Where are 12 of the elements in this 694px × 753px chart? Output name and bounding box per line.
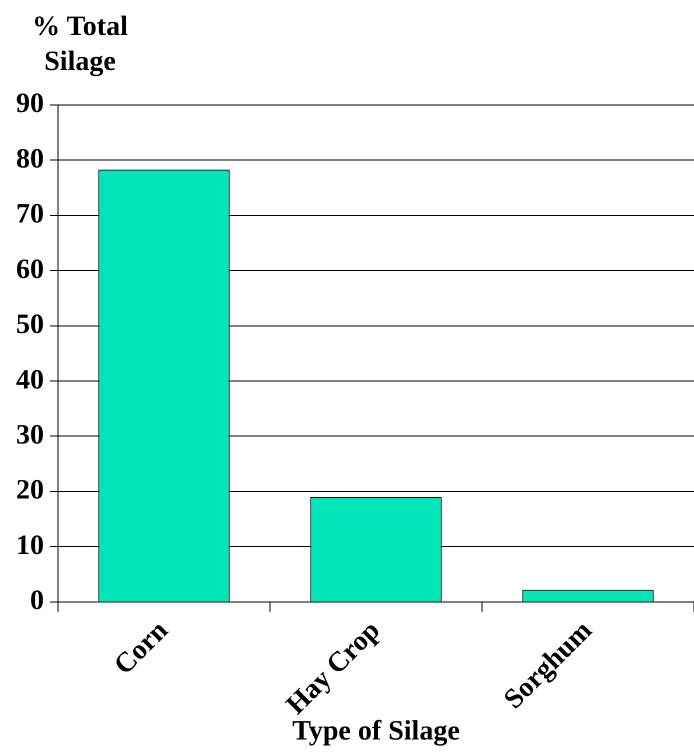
x-tick-label: Corn (108, 614, 174, 681)
y-tick-label: 90 (16, 88, 44, 120)
y-axis-title: % Total Silage (32, 11, 128, 77)
y-tick-label: 50 (16, 309, 44, 340)
y-tick-label: 70 (16, 198, 44, 230)
y-tick-label: 20 (16, 474, 44, 506)
y-tick-label: 80 (16, 143, 44, 174)
y-tick-label: 60 (16, 254, 44, 285)
y-tick-label: 0 (30, 585, 44, 616)
y-tick-label: 30 (16, 419, 44, 450)
y-tick-label: 40 (16, 364, 44, 396)
y-tick-label: 10 (16, 530, 44, 561)
